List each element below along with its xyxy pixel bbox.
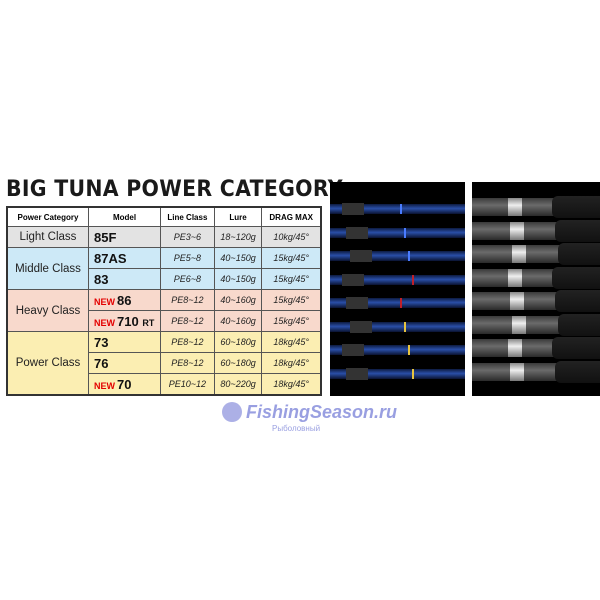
rod-blank [330, 344, 465, 356]
model-name: 86 [117, 292, 132, 308]
drag-max-cell: 15kg/45° [261, 268, 322, 290]
drag-max-cell: 15kg/45° [261, 247, 322, 269]
power-category-cell: Middle Class [6, 247, 89, 290]
new-badge: NEW [94, 380, 115, 391]
model-cell: NEW 70 [88, 373, 161, 396]
rod-blank [330, 203, 465, 215]
rod-handles-photo [472, 182, 600, 396]
model-cell: NEW 710 RT [88, 310, 161, 332]
lure-cell: 40~160g [213, 289, 263, 311]
rod-handle [472, 313, 600, 336]
header-model: Model [88, 206, 161, 227]
rod-handle [472, 219, 600, 242]
header-lure: Lure [213, 206, 263, 227]
table-row: Heavy Class NEW 86 PE8~12 40~160g 15kg/45° [6, 289, 322, 332]
model-cell: 83 [88, 268, 161, 290]
watermark-logo-icon [222, 402, 242, 422]
header-power-category: Power Category [6, 206, 89, 227]
drag-max-cell: 15kg/45° [261, 289, 322, 311]
lure-cell: 80~220g [213, 373, 263, 396]
table-row: Light Class 85F PE3~6 18~120g 10kg/45° [6, 226, 322, 248]
watermark: FishingSeason.ru [246, 402, 398, 422]
new-badge: NEW [94, 317, 115, 328]
line-class-cell: PE10~12 [160, 373, 215, 396]
rod-blank [330, 250, 465, 262]
drag-max-cell: 18kg/45° [261, 373, 322, 396]
line-class-cell: PE8~12 [160, 289, 215, 311]
model-name: 76 [94, 355, 109, 371]
model-name: 73 [94, 334, 109, 350]
model-name: 83 [94, 271, 109, 287]
rod-handle [472, 290, 600, 312]
lure-cell: 40~150g [213, 268, 263, 290]
drag-max-cell: 18kg/45° [261, 352, 322, 374]
rod-handle [472, 243, 600, 265]
line-class-cell: PE8~12 [160, 331, 215, 353]
lure-cell: 60~180g [213, 331, 263, 353]
rod-handle [472, 266, 600, 289]
watermark-subtext: Рыболовный [272, 424, 321, 433]
model-cell: NEW 86 [88, 289, 161, 311]
drag-max-cell: 10kg/45° [261, 226, 322, 248]
model-name: 710 [117, 313, 139, 329]
page-title: BIG TUNA POWER CATEGORY [6, 177, 343, 202]
power-category-cell: Power Class [6, 331, 89, 396]
rod-blank [330, 320, 465, 333]
header-drag-max: DRAG MAX [261, 206, 322, 227]
model-cell: 73 [88, 331, 161, 353]
power-category-cell: Light Class [6, 226, 89, 248]
rod-handle [472, 337, 600, 359]
model-name: 70 [117, 376, 132, 392]
rod-blank [330, 367, 465, 380]
rod-handle [472, 196, 600, 218]
rod-blank [330, 273, 465, 286]
table-row: Middle Class 87AS PE5~8 40~150g 15kg/45° [6, 247, 322, 290]
rod-handle [472, 360, 600, 383]
power-category-cell: Heavy Class [6, 289, 89, 332]
drag-max-cell: 15kg/45° [261, 310, 322, 332]
model-cell: 76 [88, 352, 161, 374]
header-line-class: Line Class [160, 206, 215, 227]
lure-cell: 40~160g [213, 310, 263, 332]
table-header: Power Category Model Line Class Lure DRA… [6, 206, 322, 227]
model-cell: 87AS [88, 247, 161, 269]
line-class-cell: PE6~8 [160, 268, 215, 290]
model-cell: 85F [88, 226, 161, 248]
rod-blanks-photo [330, 182, 465, 396]
lure-cell: 18~120g [213, 226, 263, 248]
new-badge: NEW [94, 296, 115, 307]
lure-cell: 60~180g [213, 352, 263, 374]
line-class-cell: PE8~12 [160, 310, 215, 332]
model-name: 85F [94, 229, 117, 245]
line-class-cell: PE8~12 [160, 352, 215, 374]
lure-cell: 40~150g [213, 247, 263, 269]
model-name: 87AS [94, 250, 127, 266]
table-row: Power Class 73 PE8~12 60~180g 18kg/45° [6, 331, 322, 396]
drag-max-cell: 18kg/45° [261, 331, 322, 353]
rod-blank [330, 297, 465, 309]
spec-table: Power Category Model Line Class Lure DRA… [6, 206, 322, 396]
model-suffix: RT [142, 317, 155, 328]
line-class-cell: PE5~8 [160, 247, 215, 269]
line-class-cell: PE3~6 [160, 226, 215, 248]
rod-blank [330, 226, 465, 239]
